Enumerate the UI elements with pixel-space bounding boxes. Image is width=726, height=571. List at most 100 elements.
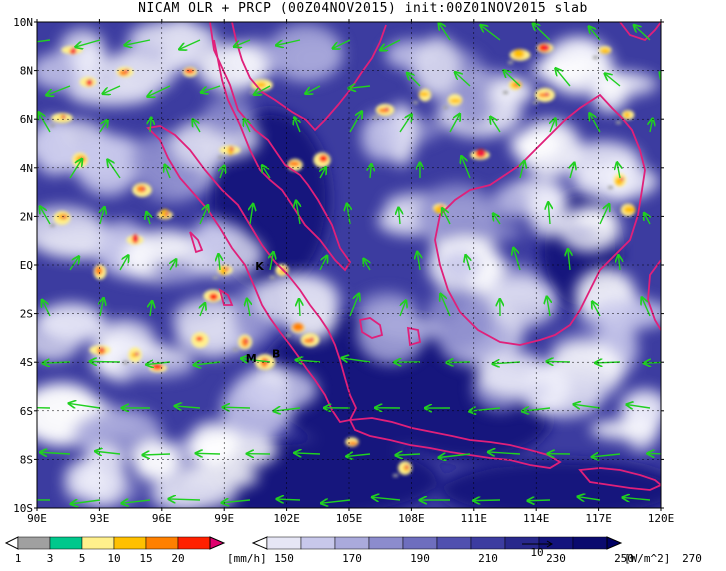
wind-arrow (296, 360, 321, 362)
wind-arrow (247, 299, 250, 317)
wind-arrow (333, 39, 351, 48)
precip-cell-drizzle (123, 361, 128, 364)
cloud-blob (37, 303, 105, 343)
lon-label: 120E (648, 512, 675, 525)
precip-cell-drizzle (533, 101, 538, 104)
olr-colorbar-segment (436, 536, 472, 550)
precip-cell-core (151, 364, 163, 370)
coastline-indochina (231, 22, 387, 132)
wind-arrow (299, 299, 300, 317)
olr-colorbar-label: 270 (682, 552, 702, 565)
olr-colorbar-label: 190 (410, 552, 430, 565)
wind-arrow (321, 500, 351, 503)
wind-arrow (100, 298, 104, 317)
precip-cell-core (319, 154, 328, 163)
wind-arrow (200, 303, 205, 317)
coastline-belitung (358, 317, 384, 339)
cloud-blob (528, 187, 568, 238)
precip-cell-peak (135, 237, 139, 241)
wind-arrow (349, 112, 362, 133)
wind-arrow (522, 408, 551, 411)
wind-arrow (627, 405, 651, 408)
wind-arrow (320, 167, 326, 179)
wind-arrow (617, 163, 620, 179)
olr-colorbar: 150170190210230250270290[W/m^2]10 (251, 536, 702, 565)
lat-label: 2N (20, 210, 33, 223)
wind-arrow (175, 406, 201, 408)
cloud-blob (568, 206, 619, 231)
wind-arrow (99, 120, 107, 133)
wind-arrow (296, 201, 300, 225)
olr-colorbar-label: 210 (478, 552, 498, 565)
wind-arrow (599, 204, 609, 225)
cloud-blob (73, 43, 109, 86)
precip-cell-core (512, 49, 525, 59)
lat-label: 4S (20, 356, 33, 369)
wind-arrow (347, 454, 371, 456)
wind-arrow (547, 297, 550, 317)
wind-arrow (276, 39, 301, 45)
cloud-blob (426, 286, 495, 350)
precip-cell-drizzle (50, 224, 55, 227)
precip-colorbar-label: 20 (171, 552, 184, 565)
wind-arrow (39, 113, 51, 133)
wind-arrow (223, 407, 251, 408)
reference-vector-head (546, 540, 553, 548)
wind-arrow (69, 403, 101, 409)
place-labels: K M B (246, 260, 281, 365)
wind-arrow (473, 500, 501, 501)
precip-cell-core (209, 293, 219, 301)
lat-label: 10S (13, 502, 33, 515)
wind-arrow (196, 453, 221, 454)
wind-arrow (481, 25, 501, 41)
precip-cell-core (449, 98, 462, 104)
wind-arrow (399, 301, 406, 317)
wind-arrow (306, 85, 321, 94)
wind-arrow (342, 358, 371, 362)
wind-arrow (528, 500, 551, 501)
wind-arrow (241, 358, 271, 362)
precip-colorbar-segment (113, 536, 147, 550)
precip-cell-core (292, 323, 304, 332)
wind-arrow (380, 39, 401, 50)
precip-cell-drizzle (270, 276, 275, 279)
wind-arrow (441, 294, 451, 317)
olr-colorbar-segment (266, 536, 302, 550)
wind-arrow (417, 252, 420, 271)
precip-cell-peak (480, 152, 484, 156)
wind-arrow (234, 39, 251, 47)
wind-arrow (407, 73, 421, 87)
lat-label: 10N (13, 16, 33, 29)
wind-arrow (277, 499, 301, 500)
wind-arrow (250, 204, 253, 225)
wind-arrow (71, 500, 101, 504)
cloud-blob (620, 389, 661, 429)
precip-colorbar-segment (145, 536, 179, 550)
wind-arrow (644, 362, 661, 363)
wind-arrow (244, 119, 250, 133)
lon-label: 108E (398, 512, 425, 525)
wind-arrow (150, 118, 151, 133)
wind-arrow (364, 259, 370, 271)
wind-arrow (578, 497, 601, 500)
wind-arrow (568, 249, 570, 271)
lon-label: 117E (585, 512, 612, 525)
precip-cell-drizzle (393, 474, 398, 477)
precip-colorbar-segment (49, 536, 83, 550)
wind-arrow (550, 119, 555, 133)
cloud-blob (414, 36, 461, 99)
wind-arrow (69, 257, 79, 271)
cloud-blob (81, 444, 126, 506)
wind-arrow (40, 207, 51, 225)
lat-label: EQ (20, 259, 33, 272)
lat-label: 4N (20, 162, 33, 175)
precip-cell-core (255, 82, 267, 88)
precip-cell-peak (62, 215, 66, 219)
precip-cell-core (347, 441, 358, 446)
precip-cell-drizzle (213, 276, 218, 279)
precip-cell-peak (135, 352, 139, 356)
precip-cell-peak (545, 92, 549, 96)
wind-arrow (319, 256, 327, 271)
wind-arrow (399, 208, 400, 225)
precip-cell-drizzle (218, 156, 223, 159)
